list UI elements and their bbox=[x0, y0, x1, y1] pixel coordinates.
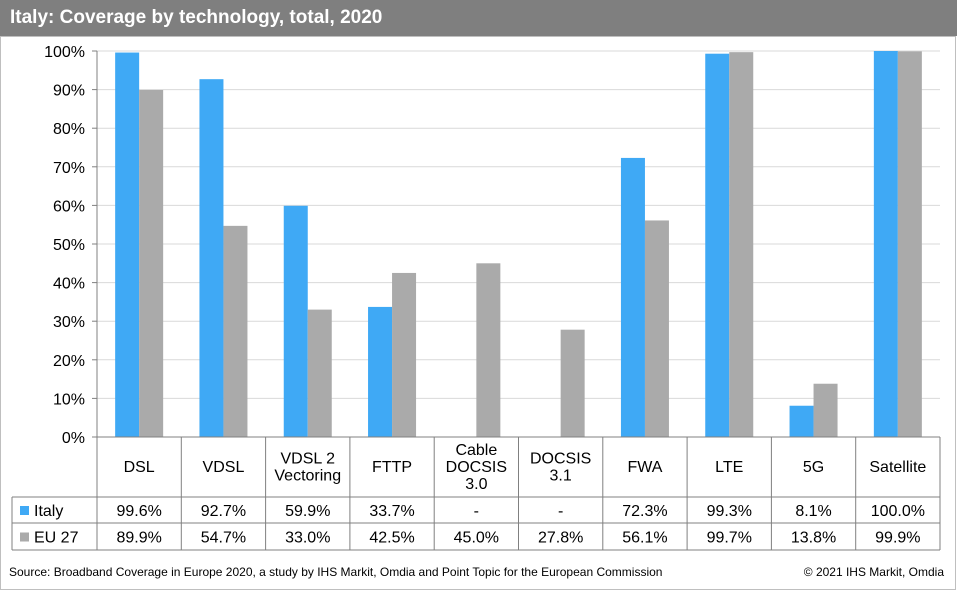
bar-italy bbox=[368, 306, 393, 437]
data-label: 56.1% bbox=[622, 530, 667, 547]
bar-eu27 bbox=[813, 383, 838, 437]
data-label: 89.9% bbox=[116, 530, 161, 547]
data-label: 100.0% bbox=[871, 503, 925, 520]
legend-label: EU 27 bbox=[34, 530, 79, 547]
data-label: 45.0% bbox=[454, 530, 499, 547]
bar-eu27 bbox=[307, 309, 332, 437]
y-tick-label: 60% bbox=[53, 198, 85, 215]
data-label: 13.8% bbox=[791, 530, 836, 547]
category-label: DSL bbox=[124, 459, 155, 476]
category-label: Vectoring bbox=[274, 468, 341, 485]
category-label: LTE bbox=[715, 459, 743, 476]
y-tick-label: 10% bbox=[53, 391, 85, 408]
bar-eu27 bbox=[223, 225, 248, 437]
data-label: 27.8% bbox=[538, 530, 583, 547]
category-label: VDSL 2 bbox=[280, 451, 335, 468]
bar-italy bbox=[620, 157, 645, 437]
data-label: - bbox=[474, 503, 479, 520]
source-note: Source: Broadband Coverage in Europe 202… bbox=[9, 565, 663, 579]
category-label: Cable bbox=[455, 442, 497, 459]
data-label: 92.7% bbox=[201, 503, 246, 520]
category-label: 3.1 bbox=[550, 468, 572, 485]
data-label: 99.3% bbox=[707, 503, 752, 520]
bar-eu27 bbox=[560, 329, 585, 437]
bar-italy bbox=[115, 52, 140, 437]
category-label: FWA bbox=[627, 459, 662, 476]
bar-italy bbox=[199, 79, 224, 437]
y-tick-label: 40% bbox=[53, 276, 85, 293]
bar-eu27 bbox=[392, 272, 417, 437]
data-label: 8.1% bbox=[795, 503, 831, 520]
data-label: 99.9% bbox=[875, 530, 920, 547]
category-label: FTTP bbox=[372, 459, 412, 476]
bar-eu27 bbox=[897, 51, 922, 438]
data-label: 99.7% bbox=[707, 530, 752, 547]
bar-eu27 bbox=[139, 89, 164, 438]
category-label: DOCSIS bbox=[530, 451, 591, 468]
bar-eu27 bbox=[644, 220, 669, 437]
y-tick-label: 30% bbox=[53, 314, 85, 331]
bar-eu27 bbox=[729, 52, 754, 438]
data-label: - bbox=[558, 503, 563, 520]
y-tick-label: 100% bbox=[44, 44, 85, 61]
data-label: 99.6% bbox=[116, 503, 161, 520]
data-label: 33.7% bbox=[369, 503, 414, 520]
copyright-note: © 2021 IHS Markit, Omdia bbox=[803, 565, 944, 579]
chart-title: Italy: Coverage by technology, total, 20… bbox=[0, 0, 957, 36]
category-label: VDSL bbox=[203, 459, 245, 476]
y-tick-label: 90% bbox=[53, 83, 85, 100]
bar-italy bbox=[283, 205, 308, 437]
chart-frame bbox=[0, 36, 956, 590]
data-label: 33.0% bbox=[285, 530, 330, 547]
legend-label: Italy bbox=[34, 503, 63, 520]
bar-italy bbox=[873, 51, 898, 437]
category-label: DOCSIS bbox=[446, 459, 507, 476]
y-tick-label: 50% bbox=[53, 237, 85, 254]
legend-key-italy bbox=[20, 506, 29, 515]
data-label: 72.3% bbox=[622, 503, 667, 520]
bar-eu27 bbox=[476, 263, 501, 437]
category-label: 3.0 bbox=[465, 476, 487, 493]
category-label: Satellite bbox=[869, 459, 926, 476]
bar-italy bbox=[705, 53, 730, 438]
y-tick-label: 80% bbox=[53, 121, 85, 138]
data-label: 59.9% bbox=[285, 503, 330, 520]
legend-key-eu27 bbox=[20, 532, 29, 542]
data-label: 54.7% bbox=[201, 530, 246, 547]
y-tick-label: 70% bbox=[53, 160, 85, 177]
y-tick-label: 20% bbox=[53, 353, 85, 370]
category-label: 5G bbox=[803, 459, 824, 476]
bar-italy bbox=[789, 405, 814, 437]
y-tick-label: 0% bbox=[62, 430, 85, 447]
data-label: 42.5% bbox=[369, 530, 414, 547]
